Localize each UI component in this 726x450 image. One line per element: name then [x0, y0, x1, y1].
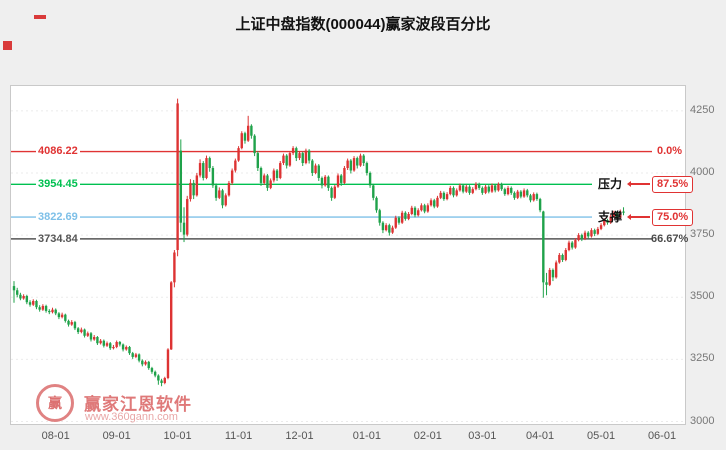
y-axis-label: 3750: [690, 228, 715, 241]
x-axis-label: 08-01: [41, 430, 70, 442]
percent-label-66: 66.67%: [651, 233, 689, 245]
support-percent-value: 75.0%: [657, 211, 689, 223]
watermark-brand: 赢家江恩软件: [84, 395, 192, 414]
x-axis-label: 11-01: [224, 430, 253, 442]
red-dash-mark: [34, 15, 46, 19]
support-label: 支撑: [598, 210, 623, 224]
x-axis-label: 02-01: [413, 430, 442, 442]
brand-logo-icon: 赢: [36, 384, 74, 422]
support-connector-line: [627, 214, 650, 220]
pressure-label: 压力: [598, 177, 623, 191]
x-axis-label: 01-01: [352, 430, 381, 442]
percent-label-0: 0.0%: [657, 145, 683, 157]
price-label-support-line: 3822.69: [36, 210, 80, 224]
pressure-connector-line: [627, 181, 650, 187]
x-axis-label: 10-01: [163, 430, 192, 442]
price-label-66-line: 3734.84: [36, 232, 80, 246]
x-axis-label: 03-01: [468, 430, 497, 442]
y-axis-label: 3250: [690, 352, 715, 365]
y-axis-label: 4250: [690, 103, 715, 116]
chart-title: 上证中盘指数(000044)赢家波段百分比: [235, 16, 491, 33]
pressure-percent-badge: 87.5%: [652, 176, 694, 193]
x-axis-label: 06-01: [647, 430, 677, 442]
support-percent-badge: 75.0%: [652, 209, 694, 226]
x-axis-label: 05-01: [586, 430, 616, 442]
x-axis-label: 12-01: [285, 430, 314, 442]
chart-plot-area[interactable]: [10, 85, 686, 425]
x-axis-label: 04-01: [526, 430, 555, 442]
y-axis-label: 4000: [690, 165, 715, 178]
price-label-0-percent-line: 4086.22: [36, 144, 80, 158]
y-axis-label: 3000: [690, 414, 715, 427]
watermark-url: www.360gann.com: [85, 411, 178, 423]
y-axis-label: 3500: [690, 290, 715, 303]
price-label-pressure-line: 3954.45: [36, 177, 80, 191]
brand-logo-char: 赢: [48, 395, 62, 411]
pressure-percent-value: 87.5%: [657, 178, 689, 190]
red-square-mark: [3, 41, 12, 50]
x-axis-label: 09-01: [102, 430, 131, 442]
